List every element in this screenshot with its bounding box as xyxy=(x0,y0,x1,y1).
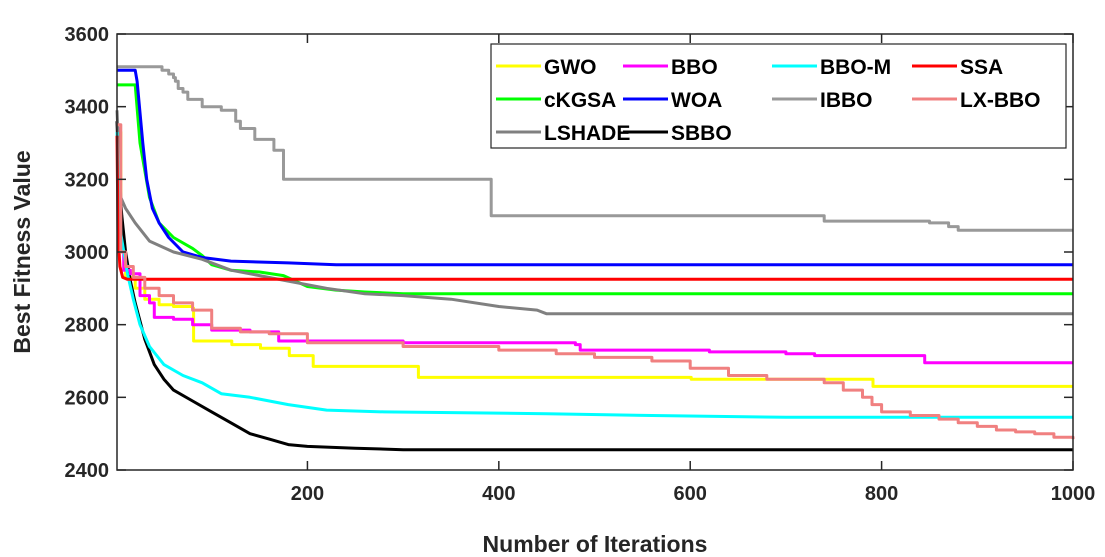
y-tick-label: 3600 xyxy=(65,24,110,46)
legend-label: SSA xyxy=(960,56,1003,79)
x-tick-label: 600 xyxy=(674,483,707,505)
legend-label: LSHADE xyxy=(544,122,630,145)
legend-label: BBO xyxy=(671,56,718,79)
legend-label: BBO-M xyxy=(820,56,891,79)
x-tick-label: 800 xyxy=(865,483,898,505)
legend-label: SBBO xyxy=(671,122,732,145)
series-lines xyxy=(115,65,1075,452)
series-line-gwo xyxy=(117,130,1073,388)
series-line-bbo xyxy=(117,127,1073,365)
y-axis-label: Best Fitness Value xyxy=(9,150,35,353)
y-tick-label: 3400 xyxy=(65,97,110,119)
y-tick-label: 2600 xyxy=(65,387,110,409)
series-line-lx-bbo xyxy=(117,123,1075,440)
series-line-ssa xyxy=(115,135,1073,281)
x-tick-label: 200 xyxy=(291,483,324,505)
y-tick-label: 2400 xyxy=(65,460,110,482)
legend-label: GWO xyxy=(544,56,597,79)
legend-label: WOA xyxy=(671,89,722,112)
legend-label: IBBO xyxy=(820,89,873,112)
series-line-ibbo xyxy=(117,65,1073,232)
x-axis-label: Number of Iterations xyxy=(483,531,708,557)
x-tick-label: 1000 xyxy=(1051,483,1096,505)
x-tick-label: 400 xyxy=(482,483,515,505)
axis-ticks: 2400 2600 2800 3000 3200 3400 3600 200 400 600 800… xyxy=(65,24,1096,505)
y-tick-label: 2800 xyxy=(65,315,110,337)
legend: GWO BBO BBO-M SSA cKGSA WOA IBBO LX-BBO LSHADE SB… xyxy=(490,43,1067,149)
legend-label: cKGSA xyxy=(544,89,616,112)
y-tick-label: 3200 xyxy=(65,169,110,191)
y-tick-label: 3000 xyxy=(65,242,110,264)
series-line-woa xyxy=(117,68,1073,267)
legend-label: LX-BBO xyxy=(960,89,1041,112)
series-line-bbo-m xyxy=(115,132,1073,419)
legend-box xyxy=(490,43,1067,149)
